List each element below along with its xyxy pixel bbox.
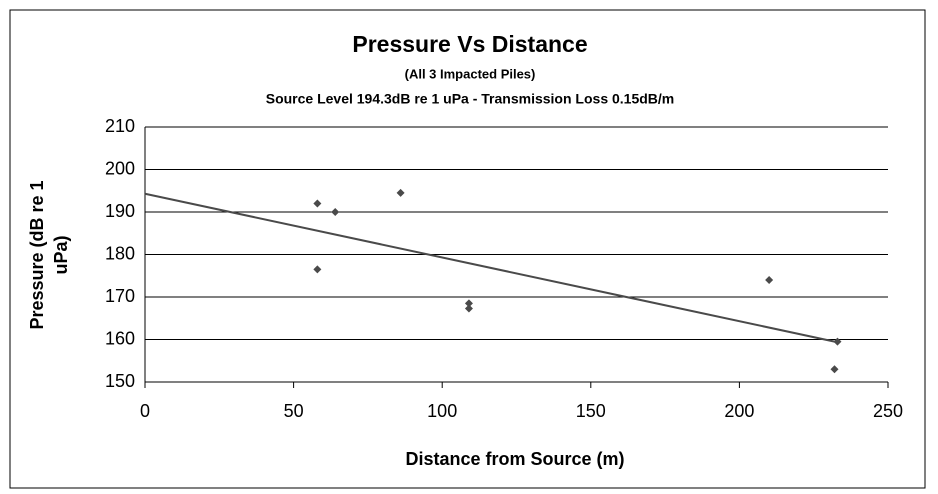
point [765, 276, 774, 284]
x-tick-label: 50 [284, 401, 304, 421]
x-axis-label: Distance from Source (m) [405, 449, 624, 469]
chart-frame [9, 9, 926, 489]
point [464, 304, 473, 313]
x-tick-label: 200 [724, 401, 754, 421]
y-tick-label: 210 [105, 116, 135, 136]
x-tick-label: 150 [576, 401, 606, 421]
y-tick-label: 150 [105, 371, 135, 391]
point [331, 208, 340, 216]
chart-subtitle: Source Level 194.3dB re 1 uPa - Transmis… [266, 91, 675, 107]
trendline [144, 192, 838, 344]
chart-subtitle: (All 3 Impacted Piles) [405, 66, 536, 81]
y-tick-label: 160 [105, 328, 135, 348]
point [833, 337, 842, 346]
y-tick-label: 200 [105, 158, 135, 178]
chart-title: Pressure Vs Distance [352, 31, 587, 57]
y-tick-label: 190 [105, 201, 135, 221]
point [464, 299, 473, 308]
y-tick-label: 170 [105, 286, 135, 306]
x-tick-label: 250 [873, 401, 903, 421]
y-axis-label: uPa) [51, 235, 71, 274]
point [396, 188, 405, 197]
point [313, 199, 322, 208]
y-tick-label: 180 [105, 243, 135, 263]
x-tick-label: 100 [427, 401, 457, 421]
point [830, 365, 839, 374]
y-axis-label: Pressure (dB re 1 [27, 180, 47, 329]
point [313, 265, 322, 274]
x-tick-label: 0 [140, 401, 150, 421]
